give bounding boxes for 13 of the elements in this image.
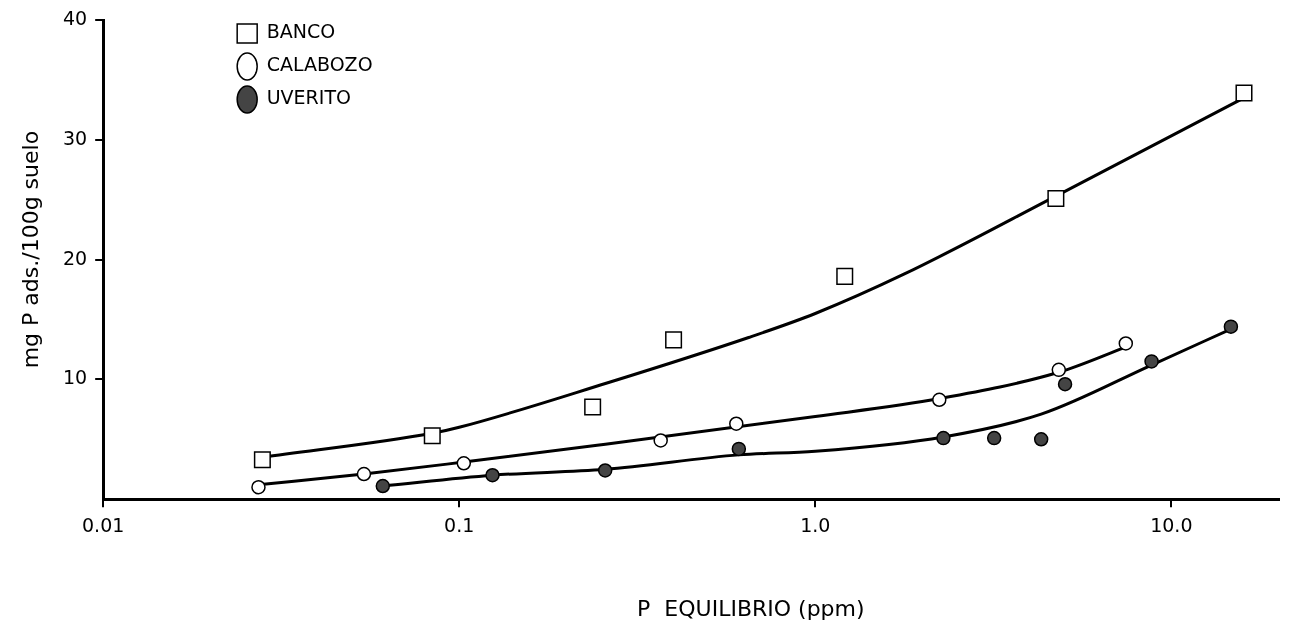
y-axis-title: mg P ads./100g suelo [17, 130, 43, 369]
legend-label: CALABOZO [266, 53, 373, 76]
x-tick-label: 1.0 [800, 513, 831, 536]
y-tick-label: 40 [62, 6, 88, 29]
x-tick-label: 10.0 [1150, 513, 1193, 536]
y-tick-label: 30 [62, 126, 88, 149]
y-tick-label: 10 [62, 366, 88, 389]
legend-label: UVERITO [266, 86, 351, 109]
x-tick-label: 0.01 [82, 513, 125, 536]
x-axis-title: P EQUILIBRIO (ppm) [637, 595, 865, 621]
x-tick-label: 0.1 [444, 513, 475, 536]
y-tick-label: 20 [62, 246, 88, 269]
legend-label: BANCO [266, 20, 336, 43]
